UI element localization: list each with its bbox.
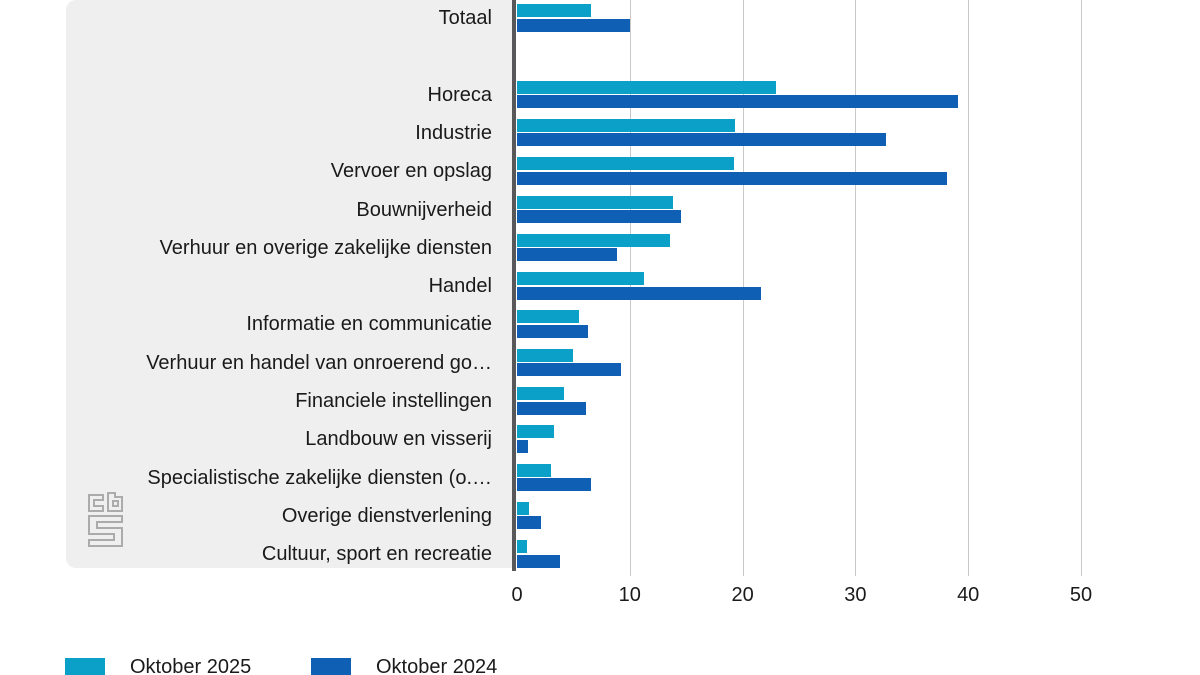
category-label: Verhuur en handel van onroerend go… [146,351,492,374]
x-gridline [1081,0,1082,576]
bar-oktober-2025[interactable] [517,118,735,132]
bar-oktober-2025[interactable] [517,540,528,554]
category-label: Bouwnijverheid [356,198,492,221]
bar-oktober-2024[interactable] [517,324,589,338]
category-label: Informatie en communicatie [246,313,492,336]
category-label: Horeca [427,83,492,106]
category-label: Vervoer en opslag [330,160,492,183]
legend-item-oktober-2025[interactable]: Oktober 2025 [65,655,285,675]
bar-oktober-2024[interactable] [517,133,886,147]
category-label: Specialistische zakelijke diensten (o.… [147,466,492,489]
bar-oktober-2024[interactable] [517,286,761,300]
category-label-panel: Totaal Horeca Industrie Vervoer en opslag Bo… [66,0,513,568]
bar-oktober-2024[interactable] [517,516,541,530]
legend-item-oktober-2024[interactable]: Oktober 2024 [311,655,531,675]
x-tick-label: 0 [511,584,523,606]
category-label: Overige dienstverlening [281,504,492,527]
bar-oktober-2025[interactable] [517,425,555,439]
legend-label-oktober-2025: Oktober 2025 [130,656,252,675]
category-label: Handel [428,275,492,298]
bar-oktober-2025[interactable] [517,233,671,247]
legend-label-oktober-2024: Oktober 2024 [376,656,498,675]
x-axis: 0 10 20 30 40 50 [511,582,1137,610]
bar-oktober-2025[interactable] [517,195,673,209]
bar-oktober-2025[interactable] [517,157,734,171]
bar-oktober-2025[interactable] [517,272,645,286]
category-label: Cultuur, sport en recreatie [261,543,492,566]
category-label: Totaal [438,7,492,29]
plot-area [517,0,1100,576]
x-tick-label: 20 [731,584,754,606]
bar-oktober-2024[interactable] [517,478,592,492]
category-label: Financiele instellingen [295,390,492,412]
bar-oktober-2025[interactable] [517,501,530,515]
x-tick-label: 30 [844,584,867,606]
x-gridline [855,0,857,576]
x-tick-label: 50 [1069,584,1093,606]
bar-oktober-2024[interactable] [517,554,560,568]
x-gridline [968,0,970,576]
bar-oktober-2024[interactable] [517,439,529,453]
bar-oktober-2025[interactable] [517,387,565,400]
bar-oktober-2024[interactable] [517,210,681,223]
bar-oktober-2024[interactable] [517,171,947,185]
bar-oktober-2025[interactable] [517,310,580,324]
bar-oktober-2025[interactable] [517,463,551,477]
bar-oktober-2025[interactable] [517,80,777,94]
bar-oktober-2025[interactable] [517,4,592,17]
legend-swatch-oktober-2024 [311,658,351,675]
legend-swatch-oktober-2025 [65,658,105,675]
bar-oktober-2024[interactable] [517,95,959,109]
category-label: Landbouw en visserij [305,428,492,451]
bar-oktober-2024[interactable] [517,363,621,377]
category-label: Verhuur en overige zakelijke diensten [159,236,492,259]
bar-oktober-2024[interactable] [517,248,618,262]
y-axis-line [512,0,516,571]
x-tick-label: 40 [957,584,980,606]
bar-oktober-2024[interactable] [517,18,630,32]
bar-oktober-2025[interactable] [517,348,574,362]
bar-oktober-2024[interactable] [517,401,586,415]
category-label: Industrie [415,121,492,144]
x-tick-label: 10 [618,584,641,606]
cbs-logo-icon [88,492,123,547]
legend: Oktober 2025 Oktober 2024 [65,655,665,675]
